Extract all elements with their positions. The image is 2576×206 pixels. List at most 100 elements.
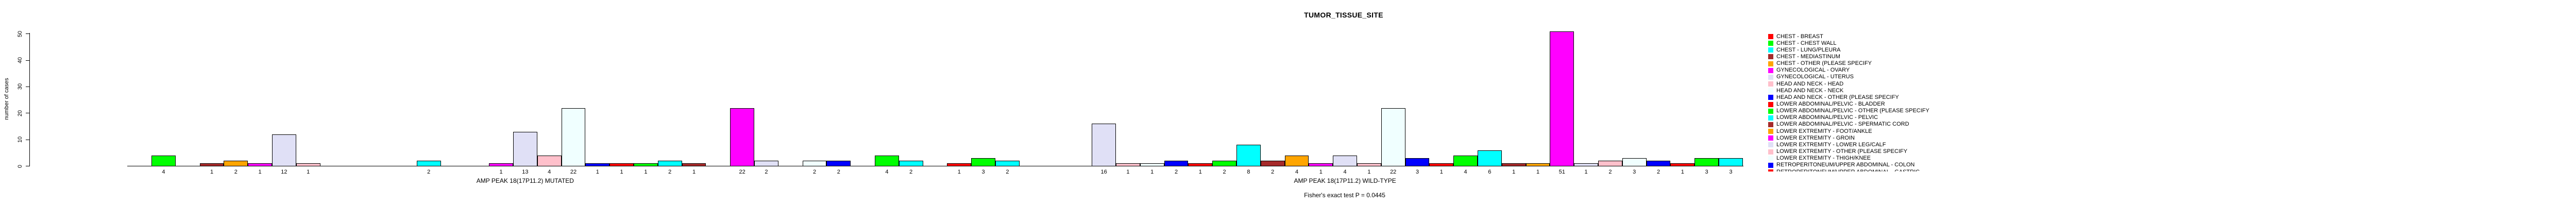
bar-value-label: 3 <box>1415 168 1419 175</box>
legend-item: LOWER EXTREMITY - FOOT/ANKLE <box>1768 128 1872 134</box>
bar-value-label: 4 <box>162 168 165 175</box>
bar-value-label: 2 <box>1271 168 1275 175</box>
bar <box>1622 158 1647 167</box>
legend-item: CHEST - BREAST <box>1768 33 1823 40</box>
bar-value-label: 2 <box>668 168 672 175</box>
legend-swatch <box>1768 88 1773 94</box>
legend-label: CHEST - CHEST WALL <box>1776 40 1837 46</box>
bar <box>754 161 778 167</box>
bar-value-label: 4 <box>548 168 551 175</box>
bar-value-label: 1 <box>307 168 310 175</box>
bar-value-label: 1 <box>210 168 214 175</box>
bar <box>1478 150 1502 167</box>
bar <box>875 155 899 167</box>
bar <box>730 108 754 167</box>
fisher-test-footnote: Fisher's exact test P = 0.0445 <box>1304 192 1385 199</box>
bar <box>1598 161 1622 167</box>
bar-value-label: 1 <box>1367 168 1371 175</box>
bar <box>224 161 248 167</box>
legend-item: GYNECOLOGICAL - OVARY <box>1768 67 1850 73</box>
bar <box>1429 163 1454 167</box>
y-tick-label: 50 <box>17 30 23 37</box>
legend-item: LOWER ABDOMINAL/PELVIC - PELVIC <box>1768 115 1878 121</box>
bar-value-label: 22 <box>1390 168 1397 175</box>
legend-item: CHEST - MEDIASTINUM <box>1768 54 1840 60</box>
bar <box>561 108 586 167</box>
bar <box>248 163 272 167</box>
legend-label: HEAD AND NECK - HEAD <box>1776 80 1844 87</box>
group-caption: AMP PEAK 18(17P11.2) WILD-TYPE <box>1294 177 1396 184</box>
bar <box>1501 163 1526 167</box>
legend-swatch <box>1768 115 1773 121</box>
bar <box>1236 145 1261 167</box>
y-tick-label: 30 <box>17 83 23 90</box>
legend-label: LOWER EXTREMITY - THIGH/KNEE <box>1776 155 1871 162</box>
bar-value-label: 2 <box>1608 168 1612 175</box>
legend: CHEST - BREAST CHEST - CHEST WALL CHEST - … <box>1768 33 1990 171</box>
bar-value-label: 1 <box>499 168 503 175</box>
legend-label: RETROPERITONEUM/UPPER ABDOMINAL - COLON <box>1776 162 1915 168</box>
bar <box>513 131 537 167</box>
legend-label: CHEST - BREAST <box>1776 33 1823 40</box>
bar-value-label: 2 <box>1006 168 1009 175</box>
bar <box>1116 163 1140 167</box>
y-tick-label: 10 <box>17 136 23 143</box>
bar-value-label: 2 <box>765 168 768 175</box>
legend-item: RETROPERITONEUM/UPPER ABDOMINAL - GASTRI… <box>1768 169 1920 171</box>
bar <box>272 134 296 167</box>
bar <box>947 163 972 167</box>
bar <box>199 163 224 167</box>
legend-label: RETROPERITONEUM/UPPER ABDOMINAL - GASTRI… <box>1776 169 1920 171</box>
legend-item: LOWER ABDOMINAL/PELVIC - OTHER (PLEASE S… <box>1768 108 1929 114</box>
bar-value-label: 8 <box>1247 168 1250 175</box>
bar <box>1381 108 1405 167</box>
bar <box>826 161 851 167</box>
legend-item: HEAD AND NECK - HEAD <box>1768 81 1843 87</box>
bar <box>657 161 682 167</box>
legend-label: HEAD AND NECK - NECK <box>1776 87 1844 94</box>
bar <box>1357 163 1381 167</box>
legend-label: LOWER EXTREMITY - FOOT/ANKLE <box>1776 128 1872 134</box>
y-tick-label: 40 <box>17 57 23 64</box>
bar <box>1140 163 1164 167</box>
bar-value-label: 4 <box>885 168 889 175</box>
legend-swatch <box>1768 108 1773 114</box>
legend-swatch <box>1768 101 1773 107</box>
legend-item: LOWER EXTREMITY - OTHER (PLEASE SPECIFY <box>1768 149 1907 154</box>
bar <box>1164 161 1189 167</box>
bar-value-label: 3 <box>1705 168 1708 175</box>
legend-swatch <box>1768 129 1773 134</box>
bar <box>1284 155 1309 167</box>
bar-value-label: 1 <box>258 168 262 175</box>
legend-swatch <box>1768 54 1773 60</box>
legend-label: HEAD AND NECK - OTHER (PLEASE SPECIFY <box>1776 94 1899 100</box>
bar-value-label: 6 <box>1488 168 1492 175</box>
bar-value-label: 1 <box>644 168 648 175</box>
bar-value-label: 1 <box>1319 168 1323 175</box>
group-caption: AMP PEAK 18(17P11.2) MUTATED <box>476 177 574 184</box>
bar-value-label: 2 <box>1656 168 1660 175</box>
bar-value-label: 22 <box>739 168 745 175</box>
bar <box>1333 155 1357 167</box>
y-tick-label: 0 <box>17 164 23 168</box>
bar <box>899 161 923 167</box>
bar-value-label: 2 <box>812 168 817 175</box>
bar-value-label: 1 <box>596 168 599 175</box>
bar-value-label: 2 <box>427 168 431 175</box>
bar-value-label: 12 <box>281 168 287 175</box>
legend-swatch <box>1768 81 1773 87</box>
legend-item: LOWER EXTREMITY - GROIN <box>1768 135 1855 141</box>
bar-value-label: 3 <box>1633 168 1636 175</box>
bar-value-label: 2 <box>1174 168 1178 175</box>
bar-value-label: 1 <box>1584 168 1588 175</box>
legend-swatch <box>1768 142 1773 148</box>
legend-swatch <box>1768 47 1773 53</box>
legend-swatch <box>1768 34 1773 39</box>
bar-value-label: 4 <box>1295 168 1299 175</box>
legend-item: LOWER ABDOMINAL/PELVIC - SPERMATIC CORD <box>1768 122 1909 127</box>
legend-item: LOWER ABDOMINAL/PELVIC - BLADDER <box>1768 101 1885 107</box>
bar-value-label: 1 <box>692 168 696 175</box>
legend-label: LOWER ABDOMINAL/PELVIC - SPERMATIC CORD <box>1776 121 1909 128</box>
bar-value-label: 13 <box>522 168 529 175</box>
legend-label: GYNECOLOGICAL - OVARY <box>1776 67 1850 74</box>
